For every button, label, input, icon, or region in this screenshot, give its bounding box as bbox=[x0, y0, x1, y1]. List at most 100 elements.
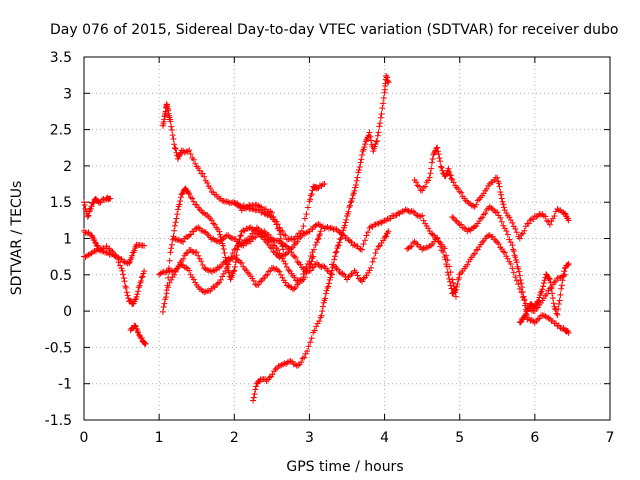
data-point-marker bbox=[298, 359, 305, 366]
data-point-marker bbox=[274, 247, 281, 254]
data-point-marker bbox=[186, 147, 193, 154]
data-point-marker bbox=[377, 120, 384, 127]
data-point-marker bbox=[497, 189, 504, 196]
data-point-marker bbox=[168, 123, 175, 130]
data-point-marker bbox=[255, 281, 262, 288]
data-point-marker bbox=[187, 231, 194, 238]
data-point-marker bbox=[85, 212, 92, 219]
data-point-marker bbox=[298, 227, 305, 234]
data-point-marker bbox=[299, 355, 306, 362]
data-point-marker bbox=[504, 231, 511, 238]
data-point-marker bbox=[385, 79, 392, 86]
data-point-marker bbox=[161, 300, 168, 307]
data-point-marker bbox=[238, 259, 245, 266]
data-point-marker bbox=[323, 287, 330, 294]
data-point-marker bbox=[135, 284, 142, 291]
data-point-marker bbox=[268, 209, 275, 216]
data-point-marker bbox=[294, 238, 301, 245]
data-point-marker bbox=[171, 222, 178, 229]
data-point-marker bbox=[175, 263, 182, 270]
data-point-marker bbox=[480, 211, 487, 218]
data-point-marker bbox=[142, 340, 149, 347]
data-point-marker bbox=[196, 167, 203, 174]
data-point-marker bbox=[207, 185, 214, 192]
data-point-marker bbox=[513, 277, 520, 284]
data-point-marker bbox=[379, 105, 386, 112]
data-point-marker bbox=[474, 197, 481, 204]
data-point-marker bbox=[527, 217, 534, 224]
data-point-marker bbox=[357, 246, 364, 253]
data-point-marker bbox=[211, 267, 218, 274]
data-point-marker bbox=[303, 211, 310, 218]
data-point-marker bbox=[192, 160, 199, 167]
data-point-marker bbox=[335, 242, 342, 249]
data-point-marker bbox=[193, 249, 200, 256]
data-point-marker bbox=[345, 208, 352, 215]
data-point-marker bbox=[428, 165, 435, 172]
data-point-marker bbox=[139, 273, 146, 280]
y-axis-label: SDTVAR / TECUs bbox=[9, 181, 25, 296]
data-point-marker bbox=[509, 219, 516, 226]
data-point-marker bbox=[368, 137, 375, 144]
data-point-marker bbox=[328, 267, 335, 274]
data-point-marker bbox=[348, 198, 355, 205]
data-point-marker bbox=[308, 335, 315, 342]
data-point-marker bbox=[193, 163, 200, 170]
data-point-marker bbox=[88, 203, 95, 210]
data-point-marker bbox=[277, 231, 284, 238]
data-point-marker bbox=[225, 261, 232, 268]
data-point-marker bbox=[312, 222, 319, 229]
data-point-marker bbox=[372, 250, 379, 257]
data-point-marker bbox=[516, 235, 523, 242]
data-point-marker bbox=[360, 146, 367, 153]
data-point-marker bbox=[199, 261, 206, 268]
data-point-marker bbox=[292, 254, 299, 261]
x-tick-label: 5 bbox=[455, 430, 464, 446]
x-tick-label: 6 bbox=[530, 430, 539, 446]
y-tick-label: -1.5 bbox=[45, 413, 72, 429]
data-point-marker bbox=[129, 252, 136, 259]
data-point-marker bbox=[262, 272, 269, 279]
data-point-marker bbox=[252, 386, 259, 393]
x-tick-label: 4 bbox=[380, 430, 389, 446]
data-point-marker bbox=[285, 266, 292, 273]
data-point-marker bbox=[264, 271, 271, 278]
data-point-marker bbox=[448, 285, 455, 292]
data-point-marker bbox=[92, 239, 99, 246]
data-point-marker bbox=[237, 233, 244, 240]
data-point-marker bbox=[417, 213, 424, 220]
data-point-marker bbox=[410, 208, 417, 215]
data-point-marker bbox=[353, 177, 360, 184]
data-point-marker bbox=[307, 196, 314, 203]
data-point-marker bbox=[294, 281, 301, 288]
data-point-marker bbox=[513, 229, 520, 236]
data-point-marker bbox=[250, 397, 257, 404]
data-point-marker bbox=[429, 231, 436, 238]
data-point-marker bbox=[560, 273, 567, 280]
data-point-marker bbox=[452, 293, 459, 300]
data-point-marker bbox=[442, 256, 449, 263]
data-point-marker bbox=[177, 151, 184, 158]
data-point-marker bbox=[543, 291, 550, 298]
data-point-marker bbox=[338, 231, 345, 238]
data-point-marker bbox=[354, 174, 361, 181]
data-point-marker bbox=[178, 238, 185, 245]
data-point-marker bbox=[138, 277, 145, 284]
data-point-marker bbox=[313, 323, 320, 330]
data-point-marker bbox=[443, 263, 450, 270]
data-point-marker bbox=[267, 267, 274, 274]
data-point-marker bbox=[81, 201, 88, 208]
data-point-marker bbox=[546, 276, 553, 283]
data-point-marker bbox=[536, 294, 543, 301]
data-point-marker bbox=[162, 294, 169, 301]
data-point-marker bbox=[427, 170, 434, 177]
data-point-marker bbox=[374, 132, 381, 139]
data-point-marker bbox=[319, 308, 326, 315]
data-point-marker bbox=[302, 350, 309, 357]
data-point-marker bbox=[353, 269, 360, 276]
data-point-marker bbox=[298, 276, 305, 283]
chart-title: Day 076 of 2015, Sidereal Day-to-day VTE… bbox=[50, 22, 618, 38]
data-point-marker bbox=[435, 151, 442, 158]
y-tick-label: 0 bbox=[63, 304, 72, 320]
data-point-marker bbox=[413, 179, 420, 186]
